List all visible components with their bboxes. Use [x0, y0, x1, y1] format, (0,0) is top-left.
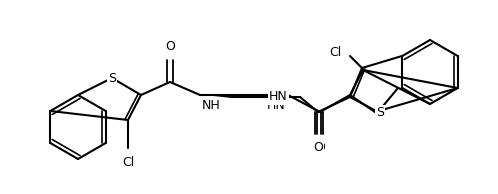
Text: NH: NH: [202, 99, 221, 112]
Text: O: O: [313, 141, 323, 154]
Text: HN: HN: [269, 90, 288, 104]
Text: S: S: [108, 72, 116, 85]
Text: Cl: Cl: [329, 46, 341, 59]
Text: O: O: [315, 141, 325, 154]
Text: HN: HN: [267, 99, 286, 112]
Text: S: S: [376, 107, 384, 120]
Text: Cl: Cl: [122, 156, 134, 169]
Text: O: O: [165, 40, 175, 53]
